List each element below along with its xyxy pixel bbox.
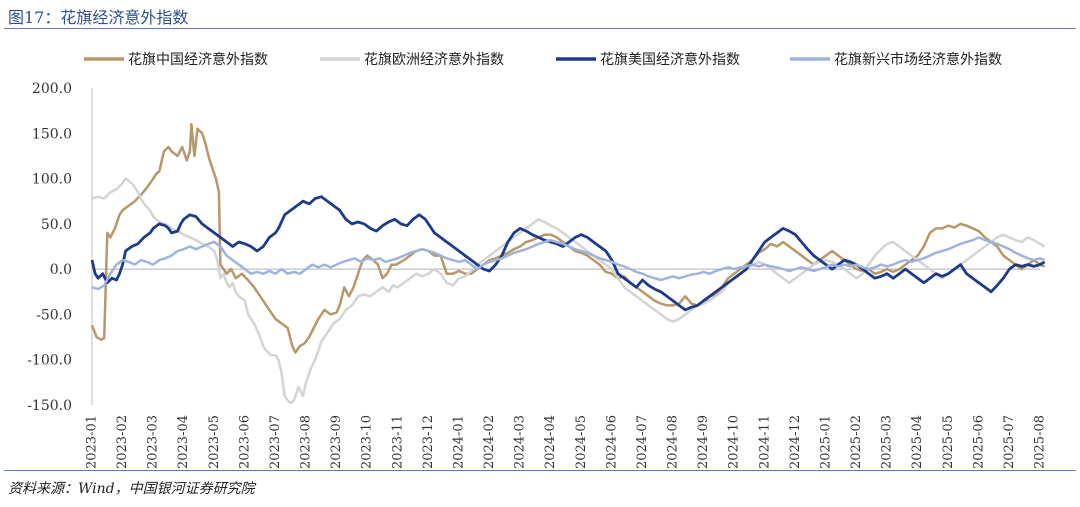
- y-tick-label: 0.0: [50, 262, 72, 278]
- x-tick-label: 2024-06: [604, 415, 619, 469]
- y-tick-label: -50.0: [36, 307, 72, 323]
- x-tick-label: 2023-06: [237, 415, 252, 469]
- x-tick-label: 2025-04: [910, 415, 925, 469]
- x-tick-label: 2024-01: [451, 415, 466, 469]
- x-tick-label: 2024-04: [543, 415, 558, 469]
- legend-item: 花旗美国经济意外指数: [556, 51, 740, 68]
- x-tick-label: 2024-08: [666, 415, 681, 469]
- x-tick-label: 2025-08: [1033, 415, 1048, 469]
- figure-title: 图17：花旗经济意外指数: [8, 8, 189, 27]
- x-tick-label: 2024-11: [757, 415, 772, 469]
- x-tick-label: 2024-07: [635, 415, 650, 469]
- x-tick-label: 2023-08: [299, 415, 314, 469]
- x-tick-label: 2023-03: [146, 415, 161, 469]
- y-tick-label: 100.0: [32, 172, 72, 188]
- x-tick-label: 2025-05: [941, 415, 956, 469]
- series-line-4: [91, 236, 1046, 291]
- x-tick-label: 2024-05: [574, 415, 589, 469]
- x-tick-label: 2023-02: [115, 415, 130, 469]
- y-tick-label: -150.0: [27, 398, 72, 414]
- series-line-2: [91, 177, 1046, 405]
- legend-label: 花旗美国经济意外指数: [600, 51, 740, 68]
- y-tick-label: -100.0: [27, 353, 72, 369]
- x-tick-label: 2025-01: [818, 415, 833, 469]
- legend-label: 花旗欧洲经济意外指数: [364, 51, 504, 68]
- x-tick-label: 2024-10: [727, 415, 742, 469]
- source-note: 资料来源：Wind，中国银河证券研究院: [8, 481, 255, 497]
- x-axis: 2023-01 2023-02 2023-03 2023-04 2023-05 2023-…: [85, 415, 1048, 469]
- series-line-3: [90, 195, 1046, 312]
- legend-label: 花旗中国经济意外指数: [128, 51, 268, 68]
- x-tick-label: 2023-09: [329, 415, 344, 469]
- y-tick-label: 50.0: [41, 217, 72, 233]
- bottom-divider: [4, 470, 1076, 471]
- x-tick-label: 2024-03: [513, 415, 528, 469]
- legend-item: 花旗中国经济意外指数: [84, 51, 268, 68]
- x-tick-label: 2023-07: [268, 415, 283, 469]
- x-tick-label: 2023-11: [390, 415, 405, 469]
- citi-surprise-index-chart: 花旗中国经济意外指数 花旗欧洲经济意外指数 花旗美国经济意外指数 花旗新兴市场经济意外…: [27, 51, 1048, 469]
- x-tick-label: 2023-01: [85, 415, 100, 469]
- x-tick-label: 2025-03: [880, 415, 895, 469]
- x-tick-label: 2023-05: [207, 415, 222, 469]
- x-tick-label: 2024-12: [788, 415, 803, 469]
- y-axis: 200.0 150.0 100.0 50.0 0.0 -50.0 -100.0 -150.0: [27, 81, 93, 414]
- x-tick-label: 2024-09: [696, 415, 711, 469]
- x-tick-label: 2025-06: [971, 415, 986, 469]
- x-tick-label: 2023-04: [176, 415, 191, 469]
- legend-item: 花旗欧洲经济意外指数: [320, 51, 504, 68]
- plot-area: [90, 122, 1046, 405]
- legend-label: 花旗新兴市场经济意外指数: [834, 51, 1002, 68]
- x-tick-label: 2023-10: [360, 415, 375, 469]
- x-tick-label: 2025-07: [1002, 415, 1017, 469]
- legend-item: 花旗新兴市场经济意外指数: [790, 51, 1002, 68]
- y-tick-label: 200.0: [32, 81, 72, 97]
- x-tick-label: 2024-02: [482, 415, 497, 469]
- y-tick-label: 150.0: [32, 126, 72, 142]
- top-divider: [4, 28, 1076, 29]
- x-tick-label: 2025-02: [849, 415, 864, 469]
- legend: 花旗中国经济意外指数 花旗欧洲经济意外指数 花旗美国经济意外指数 花旗新兴市场经济意外…: [84, 51, 1002, 68]
- x-tick-label: 2023-12: [421, 415, 436, 469]
